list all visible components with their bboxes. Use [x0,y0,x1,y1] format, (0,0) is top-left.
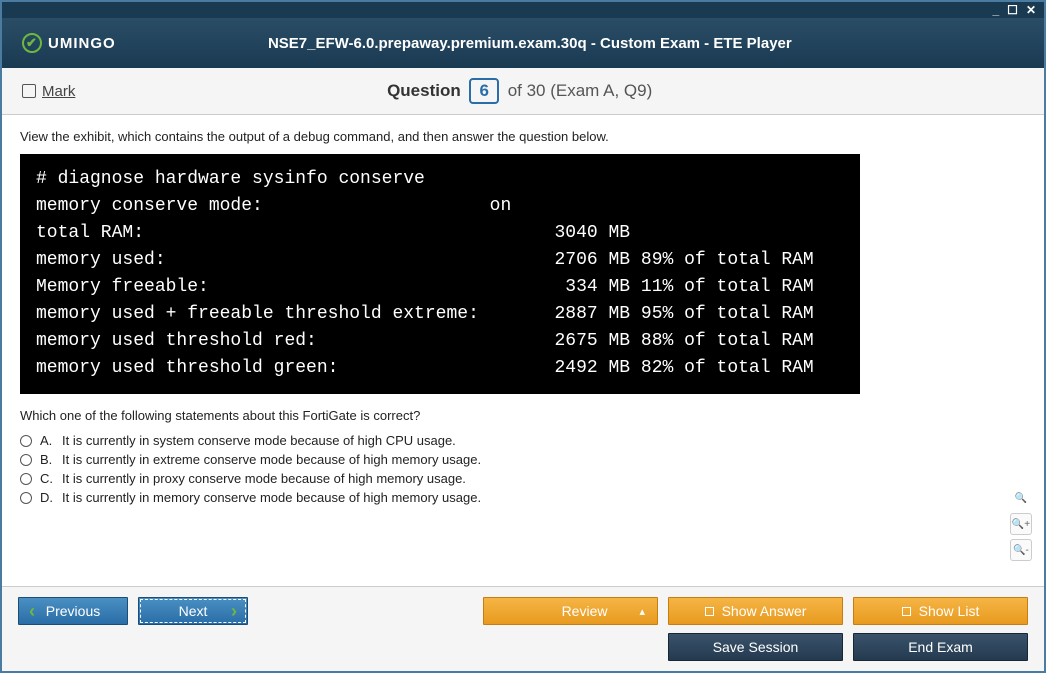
brand-name: UMINGO [48,35,116,52]
radio-icon[interactable] [20,454,32,466]
save-session-button[interactable]: Save Session [668,633,843,661]
option-C[interactable]: C. It is currently in proxy conserve mode… [20,471,1026,486]
stop-icon [705,607,714,616]
option-letter: D. [40,490,54,505]
close-icon[interactable]: ✕ [1026,3,1036,17]
button-row-1: Previous Next Review Show Answer Show Li… [2,587,1044,633]
options-list: A. It is currently in system conserve mod… [20,433,1026,505]
footer: Previous Next Review Show Answer Show Li… [2,586,1044,671]
next-button[interactable]: Next [138,597,248,625]
minimize-icon[interactable]: _ [992,3,999,17]
mark-label[interactable]: Mark [42,83,75,100]
question-context: of 30 (Exam A, Q9) [508,81,653,100]
option-letter: B. [40,452,54,467]
check-icon: ✔ [22,33,42,53]
option-text: It is currently in extreme conserve mode… [62,452,481,467]
option-A[interactable]: A. It is currently in system conserve mod… [20,433,1026,448]
terminal-exhibit: # diagnose hardware sysinfo conserve mem… [20,154,860,394]
content-area: View the exhibit, which contains the out… [2,115,1044,593]
titlebar: _ ☐ ✕ [2,2,1044,18]
instruction-text: View the exhibit, which contains the out… [20,129,1026,144]
option-text: It is currently in system conserve mode … [62,433,456,448]
stop-icon [902,607,911,616]
brand-logo: ✔ UMINGO [22,33,116,53]
question-indicator: Question 6 of 30 (Exam A, Q9) [75,78,1024,104]
zoom-out-icon[interactable]: 🔍- [1010,539,1032,561]
search-icon[interactable]: 🔍 [1010,487,1032,509]
radio-icon[interactable] [20,492,32,504]
review-button[interactable]: Review [483,597,658,625]
maximize-icon[interactable]: ☐ [1007,3,1018,17]
zoom-in-icon[interactable]: 🔍+ [1010,513,1032,535]
previous-button[interactable]: Previous [18,597,128,625]
question-prompt: Which one of the following statements ab… [20,408,1026,423]
mark-checkbox[interactable] [22,84,36,98]
zoom-tools: 🔍 🔍+ 🔍- [1010,487,1032,561]
radio-icon[interactable] [20,435,32,447]
option-D[interactable]: D. It is currently in memory conserve mod… [20,490,1026,505]
mark-control[interactable]: Mark [22,83,75,100]
option-letter: C. [40,471,54,486]
show-answer-button[interactable]: Show Answer [668,597,843,625]
window-title: NSE7_EFW-6.0.prepaway.premium.exam.30q -… [116,35,1024,52]
option-letter: A. [40,433,54,448]
question-number: 6 [469,78,498,104]
show-list-button[interactable]: Show List [853,597,1028,625]
app-window: _ ☐ ✕ ✔ UMINGO NSE7_EFW-6.0.prepaway.pre… [0,0,1046,673]
header: ✔ UMINGO NSE7_EFW-6.0.prepaway.premium.e… [2,18,1044,68]
question-word: Question [387,81,461,100]
option-text: It is currently in proxy conserve mode b… [62,471,466,486]
end-exam-button[interactable]: End Exam [853,633,1028,661]
option-text: It is currently in memory conserve mode … [62,490,481,505]
subheader: Mark Question 6 of 30 (Exam A, Q9) [2,68,1044,115]
radio-icon[interactable] [20,473,32,485]
button-row-2: Save Session End Exam [2,633,1044,671]
option-B[interactable]: B. It is currently in extreme conserve mo… [20,452,1026,467]
